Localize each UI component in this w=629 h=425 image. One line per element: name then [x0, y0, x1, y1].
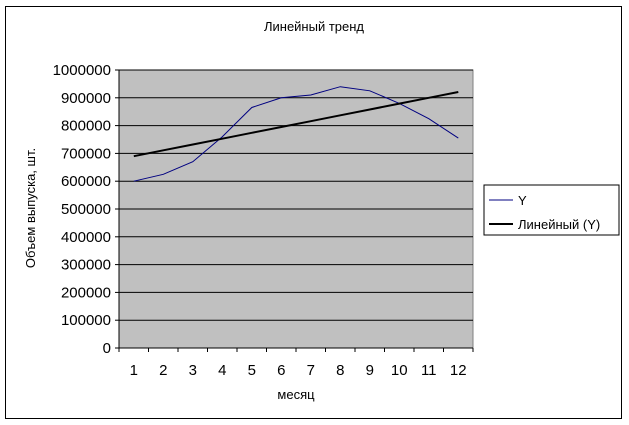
chart-title: Линейный тренд: [264, 19, 364, 34]
trendline-linear: [133, 91, 459, 158]
y-tick-label: 0: [103, 340, 111, 357]
legend-box: [483, 184, 620, 236]
x-tick-label: 1: [130, 362, 138, 379]
legend: Y Линейный (Y): [489, 193, 600, 232]
y-tick-label: 500000: [61, 201, 111, 218]
x-tick-label: 3: [189, 362, 197, 379]
x-tick-label: 9: [366, 362, 374, 379]
x-tick-label: 7: [307, 362, 315, 379]
y-tick-label: 600000: [61, 173, 111, 190]
x-tick-label: 8: [336, 362, 344, 379]
y-tick-label: 400000: [61, 229, 111, 246]
x-tick-label: 10: [391, 362, 408, 379]
x-tick-label: 11: [421, 362, 437, 379]
y-tick-label: 900000: [61, 90, 111, 107]
x-tick-label: 5: [248, 362, 256, 379]
legend-label: Y: [518, 193, 527, 208]
y-tick-label: 1000000: [53, 62, 111, 79]
y-axis-title: Объем выпуска, шт.: [23, 148, 38, 268]
series-lines: [133, 86, 459, 182]
y-tick-label: 100000: [61, 312, 111, 329]
axes: [115, 69, 474, 352]
y-tick-label: 700000: [61, 145, 111, 162]
x-tick-labels: 1 2 3 4 5 6 7 8 9 10 11 12: [130, 362, 467, 379]
y-tick-label: 800000: [61, 118, 111, 135]
x-axis-title: месяц: [277, 387, 315, 402]
x-tick-label: 2: [159, 362, 167, 379]
series-line-y: [133, 86, 459, 182]
y-tick-label: 300000: [61, 257, 111, 274]
y-tick-label: 200000: [61, 284, 111, 301]
grid-lines: [119, 69, 473, 321]
x-tick-label: 12: [450, 362, 467, 379]
y-tick-labels: 0 100000 200000 300000 400000 500000 600000 700…: [53, 62, 111, 357]
x-tick-label: 4: [218, 362, 226, 379]
x-tick-label: 6: [277, 362, 285, 379]
legend-label: Линейный (Y): [518, 217, 600, 232]
